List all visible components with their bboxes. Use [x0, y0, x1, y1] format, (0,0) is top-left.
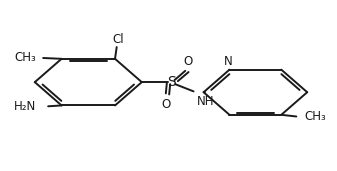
- Text: O: O: [183, 55, 192, 68]
- Text: NH: NH: [197, 95, 214, 108]
- Text: CH₃: CH₃: [15, 51, 36, 64]
- Text: H₂N: H₂N: [14, 100, 36, 113]
- Text: CH₃: CH₃: [305, 110, 327, 123]
- Text: N: N: [223, 55, 232, 68]
- Text: S: S: [167, 75, 176, 89]
- Text: O: O: [161, 98, 171, 111]
- Text: Cl: Cl: [113, 33, 124, 46]
